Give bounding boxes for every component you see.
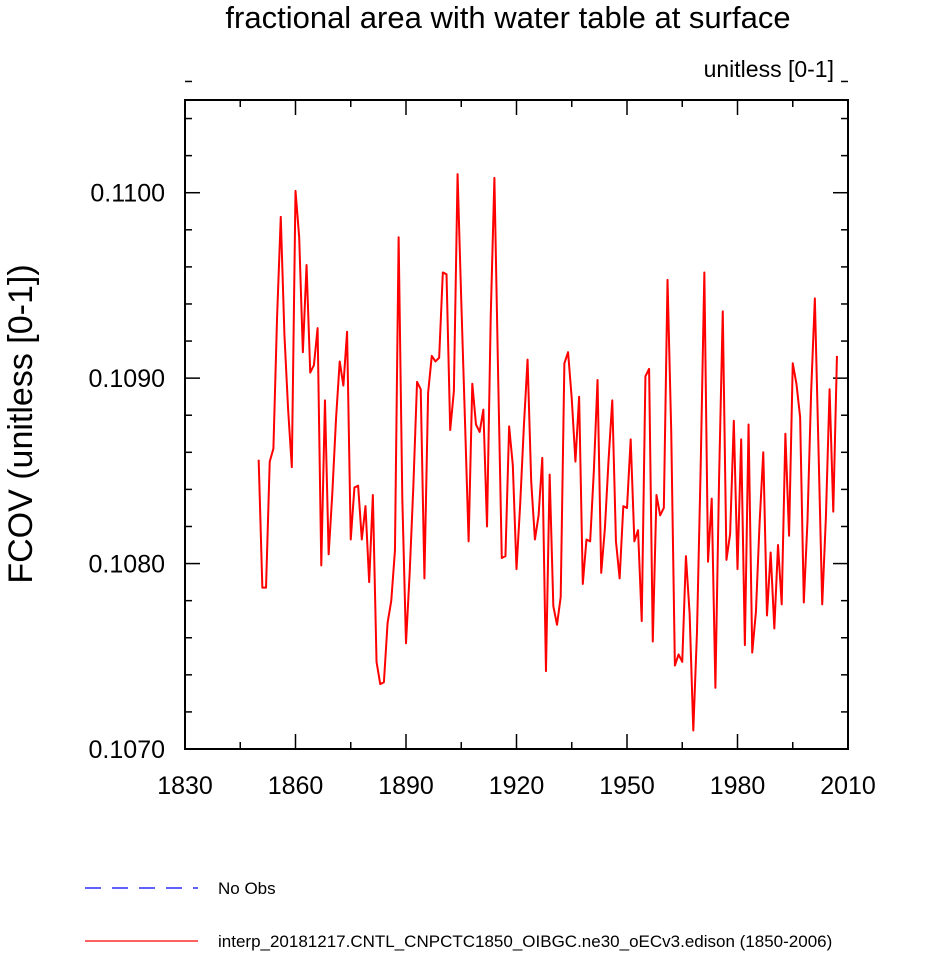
legend: No Obs interp_20181217.CNTL_CNPCTC1850_O… [85,879,832,951]
series-line [257,173,838,732]
x-tick-label: 1980 [710,772,766,800]
x-tick-label: 1830 [157,772,213,800]
y-axis-label: FCOV (unitless [0-1]) [2,264,40,583]
plot-area: 1830 1860 1890 1920 1950 1980 2010 0.1070 0.108… [89,80,876,800]
x-tick-label: 1950 [599,772,655,800]
x-tick-label: 2010 [820,772,876,800]
y-axis-ticks: 0.1070 0.1080 0.1090 0.1100 [89,80,848,764]
legend-label-no-obs: No Obs [218,879,276,898]
series-layer [257,173,838,732]
units-label: unitless [0-1] [704,56,834,82]
x-tick-label: 1860 [268,772,324,800]
x-tick-label: 1890 [378,772,434,800]
x-axis-ticks: 1830 1860 1890 1920 1950 1980 2010 [157,100,876,800]
y-tick-label: 0.1100 [90,180,165,208]
chart-title: fractional area with water table at surf… [225,0,790,35]
x-tick-label: 1920 [489,772,545,800]
y-tick-label: 0.1080 [89,551,165,579]
y-tick-label: 0.1090 [89,365,165,393]
y-tick-label: 0.1070 [89,736,165,764]
legend-label-model: interp_20181217.CNTL_CNPCTC1850_OIBGC.ne… [218,932,832,951]
